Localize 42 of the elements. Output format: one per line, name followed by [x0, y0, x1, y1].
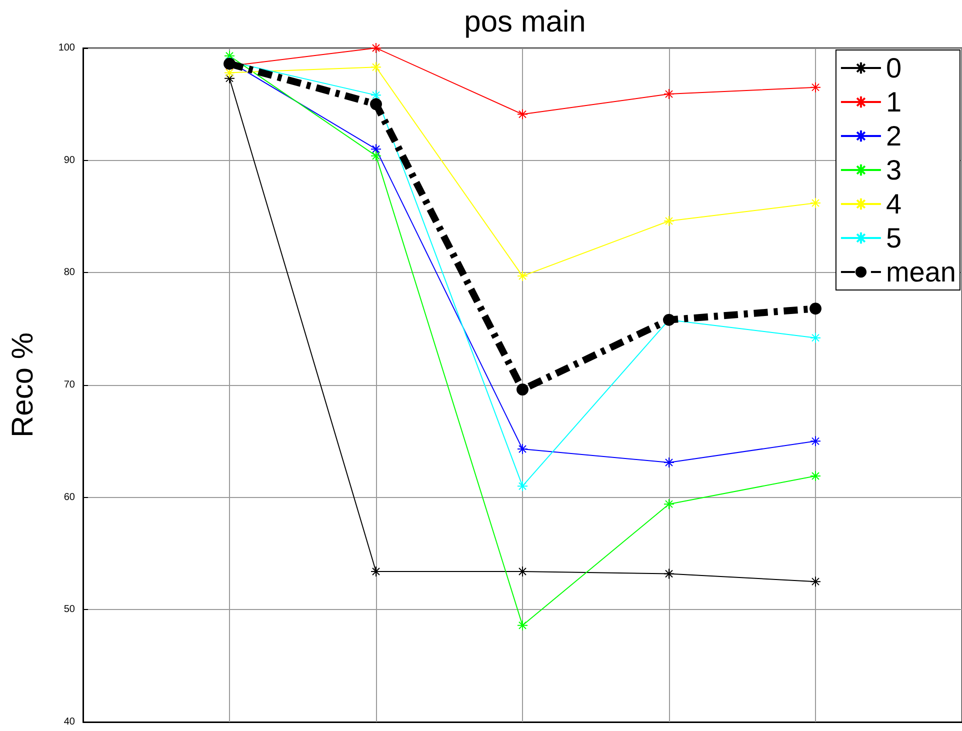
point [370, 150, 382, 162]
point [810, 470, 821, 482]
legend-label: mean [886, 256, 956, 288]
point [810, 302, 822, 315]
point [664, 215, 674, 226]
legend-label: 5 [886, 222, 902, 254]
point [664, 88, 674, 100]
point [224, 58, 236, 70]
y-tick-label: 60 [64, 492, 76, 503]
y-tick-label: 50 [64, 604, 76, 616]
legend-label: 0 [886, 52, 902, 84]
y-tick-label: 100 [58, 42, 76, 54]
point [810, 436, 821, 447]
y-axis-title: Reco % [6, 332, 40, 438]
point [664, 498, 674, 510]
point [370, 62, 382, 73]
point [517, 108, 528, 120]
point [517, 444, 528, 455]
point [517, 270, 528, 282]
y-tick-label: 90 [64, 154, 76, 166]
point [664, 568, 674, 580]
y-tick-label: 40 [64, 716, 76, 728]
point [810, 82, 821, 93]
point [810, 332, 821, 344]
legend-label: 1 [886, 86, 902, 118]
point [516, 383, 528, 396]
y-tick-label: 80 [64, 267, 76, 278]
y-tick-label: 70 [64, 380, 76, 390]
legend-label: 4 [886, 188, 902, 220]
point [517, 566, 528, 577]
point [810, 198, 821, 209]
point [810, 576, 821, 588]
legend-label: 2 [886, 120, 902, 152]
chart-title: pos main [464, 6, 586, 38]
point [370, 42, 382, 54]
legend-label: 3 [886, 154, 902, 186]
point [517, 620, 528, 631]
point [517, 480, 528, 492]
point [370, 98, 382, 110]
point [370, 566, 382, 577]
point [664, 457, 674, 468]
point [224, 67, 235, 78]
